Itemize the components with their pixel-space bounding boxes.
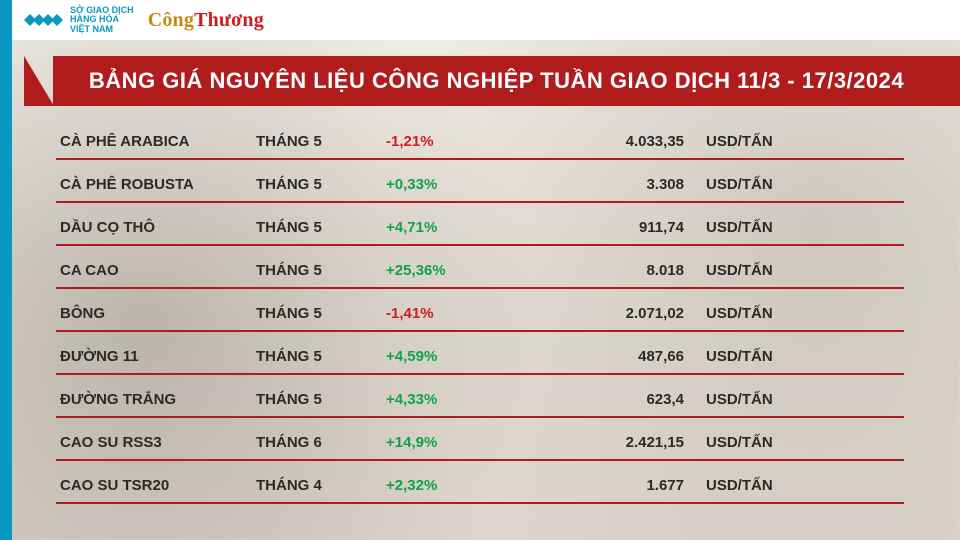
contract-month: THÁNG 4: [256, 477, 386, 494]
pct-change: +2,32%: [386, 477, 536, 494]
contract-month: THÁNG 5: [256, 262, 386, 279]
congthuong-logo-b: Thương: [194, 9, 264, 31]
unit-label: USD/TẤN: [706, 133, 904, 150]
commodity-name: CA CAO: [56, 262, 256, 279]
commodity-name: CAO SU RSS3: [56, 434, 256, 451]
pct-change: +4,59%: [386, 348, 536, 365]
contract-month: THÁNG 5: [256, 133, 386, 150]
price-value: 3.308: [536, 176, 706, 193]
table-row: DẦU CỌ THÔTHÁNG 5+4,71%911,74USD/TẤN: [56, 210, 904, 246]
commodity-name: CAO SU TSR20: [56, 477, 256, 494]
unit-label: USD/TẤN: [706, 305, 904, 322]
commodity-name: CÀ PHÊ ARABICA: [56, 133, 256, 150]
commodity-name: DẦU CỌ THÔ: [56, 219, 256, 236]
pct-change: +14,9%: [386, 434, 536, 451]
commodity-name: BÔNG: [56, 305, 256, 322]
commodity-name: ĐƯỜNG 11: [56, 348, 256, 365]
contract-month: THÁNG 5: [256, 219, 386, 236]
commodity-name: CÀ PHÊ ROBUSTA: [56, 176, 256, 193]
title-band: BẢNG GIÁ NGUYÊN LIỆU CÔNG NGHIỆP TUẦN GI…: [24, 56, 960, 106]
table-row: CAO SU TSR20THÁNG 4+2,32%1.677USD/TẤN: [56, 468, 904, 504]
contract-month: THÁNG 5: [256, 391, 386, 408]
pct-change: -1,41%: [386, 305, 536, 322]
price-value: 911,74: [536, 219, 706, 236]
exchange-logo: SỞ GIAO DỊCH HÀNG HÓA VIỆT NAM: [24, 6, 134, 34]
title-band-cut: [24, 56, 54, 106]
pct-change: +4,71%: [386, 219, 536, 236]
exchange-logo-icon: [24, 9, 64, 31]
contract-month: THÁNG 5: [256, 305, 386, 322]
unit-label: USD/TẤN: [706, 219, 904, 236]
table-row: CAO SU RSS3THÁNG 6+14,9%2.421,15USD/TẤN: [56, 425, 904, 461]
unit-label: USD/TẤN: [706, 348, 904, 365]
price-value: 2.071,02: [536, 305, 706, 322]
price-value: 4.033,35: [536, 133, 706, 150]
contract-month: THÁNG 6: [256, 434, 386, 451]
commodity-name: ĐƯỜNG TRẮNG: [56, 391, 256, 408]
pct-change: +4,33%: [386, 391, 536, 408]
price-value: 2.421,15: [536, 434, 706, 451]
page-root: SỞ GIAO DỊCH HÀNG HÓA VIỆT NAM CôngThươn…: [0, 0, 960, 540]
price-value: 487,66: [536, 348, 706, 365]
exchange-logo-text: SỞ GIAO DỊCH HÀNG HÓA VIỆT NAM: [70, 6, 134, 34]
price-value: 8.018: [536, 262, 706, 279]
congthuong-logo: CôngThương: [148, 9, 264, 32]
table-row: CA CAOTHÁNG 5+25,36%8.018USD/TẤN: [56, 253, 904, 289]
table-row: ĐƯỜNG TRẮNGTHÁNG 5+4,33%623,4USD/TẤN: [56, 382, 904, 418]
pct-change: +0,33%: [386, 176, 536, 193]
pct-change: -1,21%: [386, 133, 536, 150]
table-row: CÀ PHÊ ROBUSTATHÁNG 5+0,33%3.308USD/TẤN: [56, 167, 904, 203]
accent-left-bar: [0, 0, 12, 540]
contract-month: THÁNG 5: [256, 348, 386, 365]
exchange-logo-line3: VIỆT NAM: [70, 25, 134, 34]
congthuong-logo-a: Công: [148, 9, 194, 31]
unit-label: USD/TẤN: [706, 391, 904, 408]
price-value: 623,4: [536, 391, 706, 408]
unit-label: USD/TẤN: [706, 434, 904, 451]
contract-month: THÁNG 5: [256, 176, 386, 193]
unit-label: USD/TẤN: [706, 477, 904, 494]
unit-label: USD/TẤN: [706, 176, 904, 193]
pct-change: +25,36%: [386, 262, 536, 279]
top-strip: SỞ GIAO DỊCH HÀNG HÓA VIỆT NAM CôngThươn…: [12, 0, 960, 40]
price-table: CÀ PHÊ ARABICATHÁNG 5-1,21%4.033,35USD/T…: [56, 124, 904, 511]
page-title: BẢNG GIÁ NGUYÊN LIỆU CÔNG NGHIỆP TUẦN GI…: [53, 56, 960, 106]
table-row: ĐƯỜNG 11THÁNG 5+4,59%487,66USD/TẤN: [56, 339, 904, 375]
table-row: BÔNGTHÁNG 5-1,41%2.071,02USD/TẤN: [56, 296, 904, 332]
table-row: CÀ PHÊ ARABICATHÁNG 5-1,21%4.033,35USD/T…: [56, 124, 904, 160]
unit-label: USD/TẤN: [706, 262, 904, 279]
price-value: 1.677: [536, 477, 706, 494]
